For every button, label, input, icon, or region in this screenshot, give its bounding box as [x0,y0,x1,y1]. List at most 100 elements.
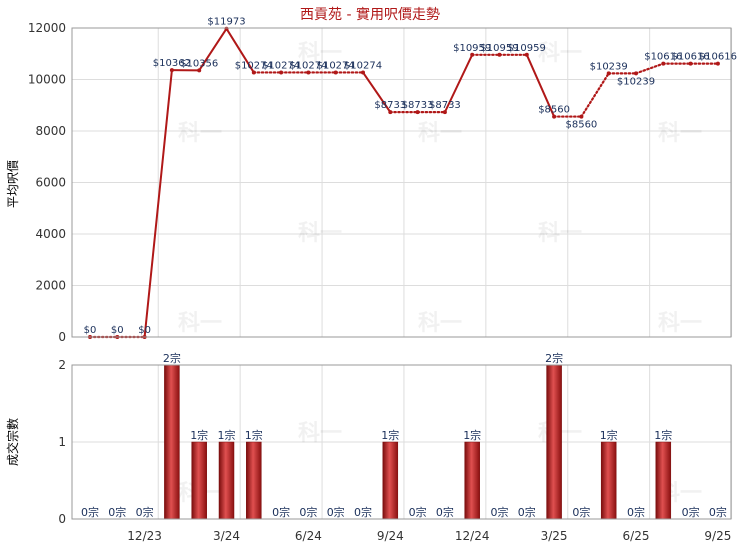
price-point[interactable] [470,52,475,57]
price-line-segment [362,71,392,114]
transaction-data-label: 0宗 [327,505,345,519]
price-data-label: $10616 [699,52,737,63]
price-point[interactable] [169,68,174,73]
transaction-bar[interactable] [218,441,235,520]
transaction-data-label: 2宗 [545,351,563,365]
price-data-label: $8733 [429,100,461,111]
transaction-bar[interactable] [464,441,480,520]
transaction-data-label: 0宗 [572,505,590,519]
price-point[interactable] [715,61,720,66]
price-line-segment [525,53,556,118]
price-point[interactable] [306,70,311,75]
price-point[interactable] [333,70,338,75]
price-point[interactable] [197,68,202,73]
transaction-data-label: 0宗 [518,505,536,519]
transaction-data-label: 0宗 [627,505,645,519]
price-point[interactable] [497,52,502,57]
price-point[interactable] [415,110,420,115]
price-data-label: $10239 [617,76,655,87]
top-y-tick-label: 8000 [35,124,66,138]
price-data-label: $10959 [480,43,518,54]
bottom-y-axis-label: 成交宗數 [5,418,20,466]
transaction-data-label: 1宗 [190,428,208,442]
price-data-label: $10362 [153,58,191,69]
price-data-label: $10356 [180,58,218,69]
x-tick-label: 12/24 [455,529,490,543]
transaction-data-label: 1宗 [463,428,481,442]
x-tick-label: 6/25 [623,529,650,543]
bottom-plot-frame [71,364,732,520]
transaction-data-label: 0宗 [436,505,454,519]
price-point[interactable] [661,61,666,66]
watermark-text: 科一 [298,221,342,246]
transaction-data-label: 2宗 [163,351,181,365]
transaction-bar[interactable] [655,441,672,520]
transaction-bar[interactable] [246,441,262,520]
price-point[interactable] [442,110,447,115]
price-data-label: $0 [138,325,151,336]
transaction-data-label: 0宗 [108,505,126,519]
watermark-text: 科一 [658,121,702,146]
price-point[interactable] [251,70,256,75]
price-data-label: $10616 [644,52,682,63]
transaction-data-label: 1宗 [245,428,263,442]
price-data-label: $10616 [672,52,710,63]
x-tick-label: 9/24 [377,529,404,543]
top-y-tick-label: 6000 [35,176,66,190]
watermark-text: 科一 [538,41,582,66]
price-line-segment [443,53,474,114]
watermark-text: 科一 [418,121,462,146]
price-line-segment [580,72,610,118]
watermark-text: 科一 [418,311,462,336]
transaction-data-label: 1宗 [381,428,399,442]
price-line-segment [225,27,255,74]
transaction-bar[interactable] [600,441,617,520]
transaction-data-label: 0宗 [272,505,290,519]
price-data-label: $8733 [402,100,434,111]
price-point[interactable] [361,70,365,75]
price-data-label: $10274 [317,60,355,71]
price-point[interactable] [606,71,611,76]
x-tick-label: 9/25 [704,529,731,543]
price-point[interactable] [279,70,284,75]
transaction-data-label: 0宗 [81,505,99,519]
price-data-label: $10239 [590,61,628,72]
transaction-bar[interactable] [546,364,562,520]
transaction-data-label: 0宗 [409,505,427,519]
price-point[interactable] [524,52,529,57]
price-data-label: $8733 [374,100,406,111]
price-data-label: $0 [111,325,124,336]
x-tick-label: 6/24 [295,529,322,543]
watermark-text: 科一 [178,311,222,336]
top-y-tick-label: 0 [58,330,66,344]
price-data-label: $8560 [538,105,570,116]
price-point[interactable] [552,114,557,119]
transaction-data-label: 1宗 [218,428,236,442]
top-plot-frame [71,27,732,338]
watermark-text: 科一 [658,311,702,336]
price-point[interactable] [688,61,693,66]
price-line-segment [143,69,173,338]
price-point[interactable] [634,71,638,76]
price-line-segment [198,27,228,72]
transaction-data-label: 1宗 [654,428,672,442]
transaction-bar[interactable] [191,441,207,520]
transaction-data-label: 0宗 [136,505,154,519]
transaction-data-label: 0宗 [491,505,509,519]
x-tick-label: 3/24 [213,529,240,543]
top-y-tick-label: 12000 [28,21,66,35]
price-point[interactable] [579,114,584,119]
top-y-axis-label: 平均呎價 [6,160,20,208]
top-y-tick-label: 10000 [28,73,66,87]
transaction-bar[interactable] [164,364,180,520]
watermark-text: 科一 [298,421,342,446]
price-data-label: $0 [84,325,97,336]
transaction-bar[interactable] [382,441,399,520]
price-line-segment [634,62,665,75]
price-data-label: $10959 [453,43,491,54]
watermark-text: 科一 [178,121,222,146]
bottom-y-tick-label: 0 [58,512,66,526]
transaction-data-label: 0宗 [682,505,700,519]
price-data-label: $8560 [565,120,597,131]
price-point[interactable] [388,110,393,115]
